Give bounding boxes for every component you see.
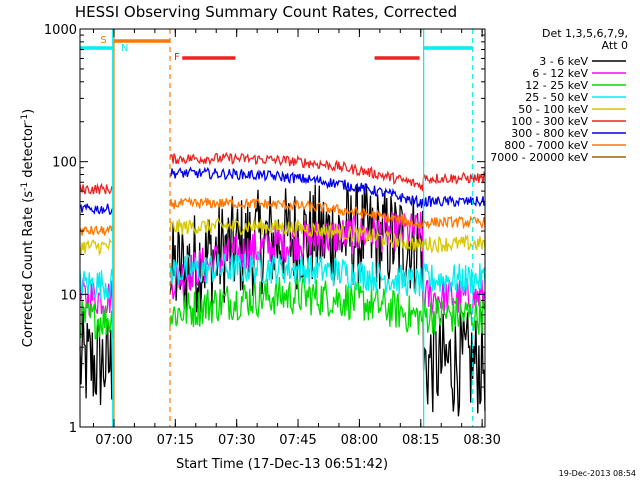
legend-header-1: Det 1,3,5,6,7,9, [542,27,628,40]
y-axis-label: Corrected Count Rate (s-1 detector-1) [20,109,36,347]
flag-label-n: N [121,43,128,54]
y-axis-label-suffix: ) [21,109,36,114]
plot-data-layer: S N F [79,29,486,427]
x-axis-label: Start Time (17-Dec-13 06:51:42) [176,457,388,472]
series-line-6-seg-0 [79,203,114,215]
legend-label-1: 6 - 12 keV [532,67,588,80]
y-tick-label-2: 100 [52,156,77,171]
legend-header-2: Att 0 [602,39,628,52]
x-tick-label-2: 07:30 [218,433,255,448]
x-tick-label-6: 08:30 [463,433,500,448]
y-tick-label-1: 10 [60,288,77,303]
y-axis-label-mid: detector [21,122,36,182]
legend-label-3: 25 - 50 keV [525,91,588,104]
series-line-6-seg-1 [169,166,486,209]
x-tick-label-5: 08:15 [402,433,439,448]
series-line-5-seg-0 [79,182,114,195]
flag-label-s: S [100,35,106,46]
series-line-1-seg-1 [169,211,486,316]
series-line-5-seg-1 [169,151,486,192]
series-line-7-seg-0 [79,225,114,236]
series-line-4-seg-1 [169,217,486,254]
legend-label-6: 300 - 800 keV [511,127,588,140]
flag-label-f: F [174,52,180,63]
series-line-3-seg-1 [169,252,486,297]
legend-label-4: 50 - 100 keV [518,103,588,116]
series-line-4-seg-0 [79,237,113,257]
y-tick-label-3: 1000 [44,23,77,38]
x-tick-label-4: 08:00 [341,433,378,448]
y-tick-label-0: 1 [69,421,77,436]
series-line-1-seg-0 [79,278,114,319]
plot-frame [79,28,486,428]
axes-layer: 07:00 07:15 07:30 07:45 08:00 08:15 08:30 1 10 10… [44,23,501,448]
chart-title: HESSI Observing Summary Count Rates, Cor… [75,3,457,21]
series-line-2-seg-0 [79,300,114,340]
legend-label-5: 100 - 300 keV [511,115,588,128]
y-axis-label-sup2: -1 [20,114,30,123]
x-tick-label-0: 07:00 [95,433,132,448]
y-axis-label-prefix: Corrected Count Rate (s [21,191,36,348]
series-line-2-seg-1 [169,276,486,335]
legend-label-2: 12 - 25 keV [525,79,588,92]
series-line-3-seg-0 [79,269,114,301]
legend-label-8: 7000 - 20000 keV [490,151,588,164]
legend-label-7: 800 - 7000 keV [504,139,588,152]
x-tick-label-1: 07:15 [157,433,194,448]
legend-label-0: 3 - 6 keV [539,55,588,68]
x-tick-label-3: 07:45 [279,433,316,448]
timestamp: 19-Dec-2013 08:54 [559,469,636,478]
series-line-7-seg-1 [169,196,486,230]
y-axis-label-sup: -1 [20,182,30,191]
